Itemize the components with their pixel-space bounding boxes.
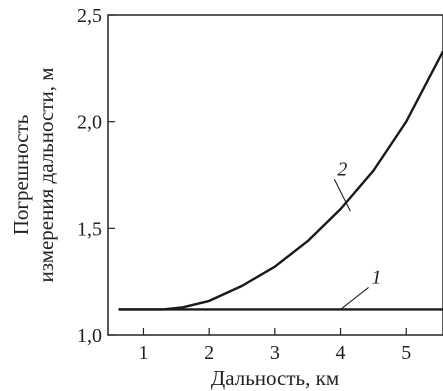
x-tick-label: 2 bbox=[204, 342, 214, 364]
y-axis-title-line-2: измерения дальности, м bbox=[34, 67, 58, 282]
series-layer: 12 bbox=[118, 50, 443, 311]
series-label-2: 2 bbox=[337, 158, 347, 180]
x-tick-label: 5 bbox=[401, 342, 411, 364]
y-tick-label: 1,0 bbox=[77, 325, 102, 347]
y-tick-label: 2,5 bbox=[77, 5, 102, 27]
x-axis-title: Дальность, км bbox=[211, 366, 339, 390]
series-label-leader bbox=[333, 179, 351, 212]
y-axis: 1,0 1,5 2,0 2,5 bbox=[77, 5, 115, 347]
series-label-leader bbox=[340, 286, 369, 310]
series-line-2 bbox=[118, 50, 443, 311]
plot-frame bbox=[107, 14, 443, 336]
x-tick-label: 4 bbox=[336, 342, 346, 364]
y-tick-label: 2,0 bbox=[77, 112, 102, 134]
y-axis-title-line-1: Погрешность bbox=[9, 115, 33, 236]
x-axis: 1 2 3 4 5 bbox=[138, 328, 411, 364]
y-tick-label: 1,5 bbox=[77, 218, 102, 240]
series-label-1: 1 bbox=[372, 266, 382, 288]
x-tick-label: 3 bbox=[270, 342, 280, 364]
x-tick-label: 1 bbox=[138, 342, 148, 364]
